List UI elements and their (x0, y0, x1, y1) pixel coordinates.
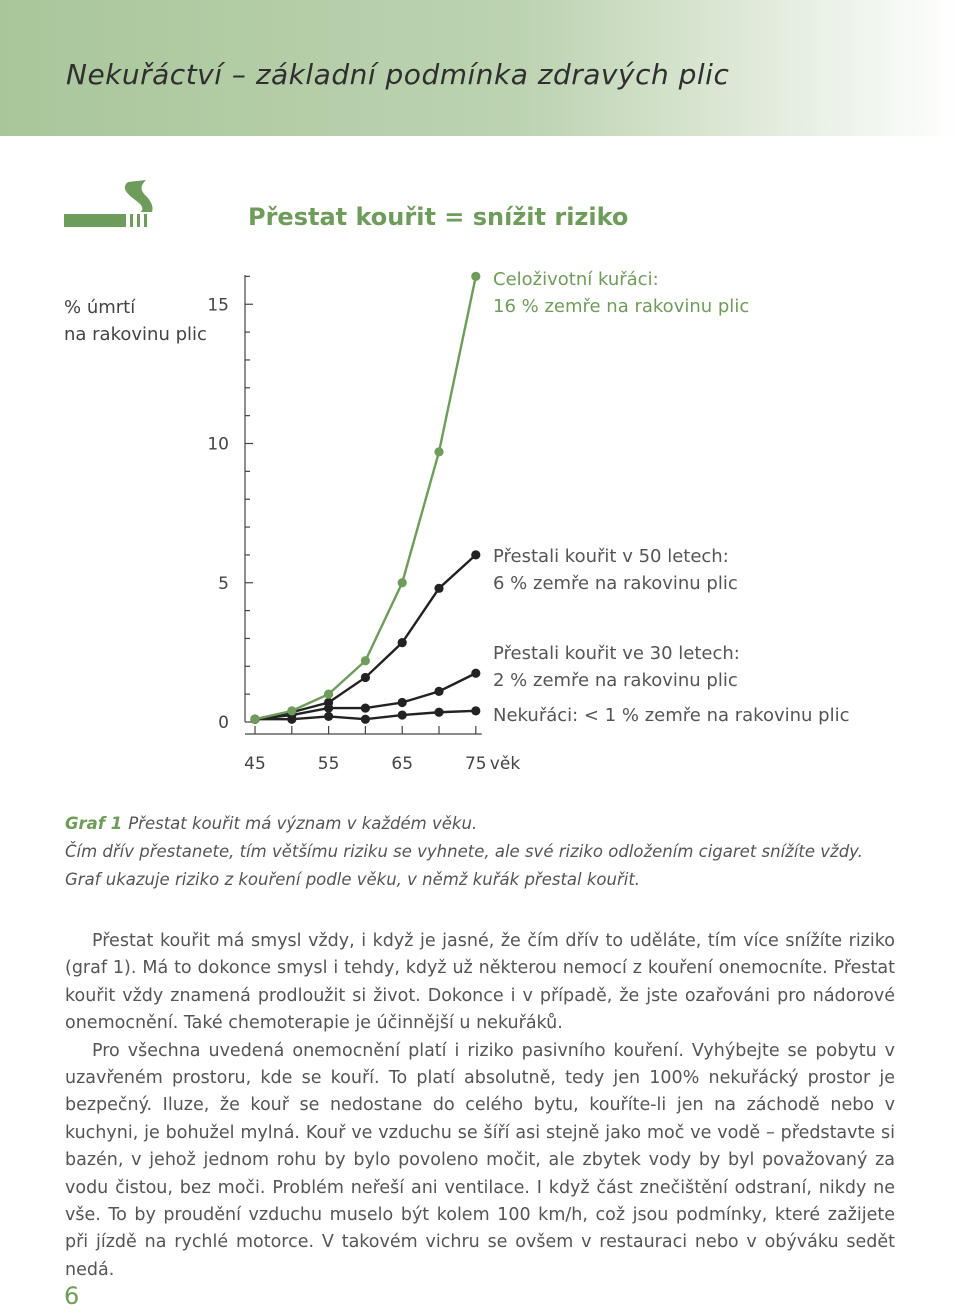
chart-y-axis-label: % úmrtí na rakovinu plic (64, 294, 207, 348)
data-point (360, 714, 370, 724)
annotation-line: Přestali kouřit v 50 letech: (493, 546, 729, 567)
caption-line: Graf ukazuje riziko z kouření podle věku… (65, 870, 641, 889)
data-point (471, 668, 481, 678)
data-point (324, 697, 334, 708)
y-tick-label: 15 (207, 295, 229, 315)
x-tick-label: 75 (465, 754, 487, 774)
data-point (471, 706, 481, 716)
annotation-line: Nekuřáci: < 1 % zemře na rakovinu plic (493, 705, 850, 726)
annotation-quit-at-50: Přestali kouřit v 50 letech: 6 % zemře n… (493, 543, 738, 597)
body-text: Přestat kouřit má smysl vždy, i když je … (65, 928, 895, 1284)
x-axis-label: věk (490, 754, 521, 774)
annotation-non-smokers: Nekuřáci: < 1 % zemře na rakovinu plic (493, 702, 850, 729)
caption-line: Přestat kouřit má význam v každém věku. (128, 814, 478, 833)
data-point (360, 656, 370, 666)
data-point (434, 447, 444, 457)
paragraph: Přestat kouřit má smysl vždy, i když je … (65, 931, 895, 1034)
annotation-lifelong-smokers: Celoživotní kuřáci: 16 % zemře na rakovi… (493, 266, 749, 320)
y-tick-label: 5 (218, 574, 229, 594)
paragraph: Pro všechna uvedená onemocnění platí i r… (65, 1040, 895, 1280)
data-point (434, 686, 444, 696)
cigarette-with-smoke-icon (62, 178, 162, 234)
data-point (397, 697, 407, 708)
y-tick-label: 10 (207, 435, 229, 455)
figure-caption: Graf 1 Přestat kouřit má význam v každém … (65, 810, 905, 894)
data-point (471, 550, 481, 560)
y-label-line: na rakovinu plic (64, 324, 207, 345)
data-point (397, 578, 407, 588)
data-point (324, 711, 334, 722)
data-point (324, 689, 334, 699)
caption-line: Čím dřív přestanete, tím většímu riziku … (65, 842, 863, 861)
data-point (360, 703, 370, 713)
data-point (434, 583, 444, 593)
data-point (287, 706, 297, 716)
annotation-line: Celoživotní kuřáci: (493, 269, 659, 290)
annotation-line: Přestali kouřit ve 30 letech: (493, 643, 740, 664)
caption-label: Graf 1 (65, 814, 123, 833)
data-point (250, 714, 260, 724)
x-tick-label: 55 (318, 754, 340, 774)
series-line (254, 276, 477, 721)
data-point (397, 710, 407, 720)
y-label-line: % úmrtí (64, 297, 136, 318)
page-number: 6 (64, 1282, 80, 1310)
x-tick-label: 65 (391, 754, 413, 774)
data-point (434, 707, 444, 717)
series-line (254, 554, 477, 721)
annotation-quit-at-30: Přestali kouřit ve 30 letech: 2 % zemře … (493, 640, 740, 694)
annotation-line: 2 % zemře na rakovinu plic (493, 670, 738, 691)
data-point (471, 271, 481, 281)
annotation-line: 16 % zemře na rakovinu plic (493, 296, 750, 317)
y-tick-label: 0 (218, 713, 229, 733)
data-point (360, 672, 370, 683)
section-heading: Přestat kouřit = snížit riziko (248, 203, 629, 231)
annotation-line: 6 % zemře na rakovinu plic (493, 573, 738, 594)
lung-cancer-risk-chart: 0 5 10 15 45 55 65 75 věk (207, 271, 521, 774)
header-band (0, 0, 960, 136)
data-point (397, 638, 407, 648)
x-tick-label: 45 (244, 754, 266, 774)
page-header-title: Nekuřáctví – základní podmínka zdravých … (66, 58, 730, 91)
